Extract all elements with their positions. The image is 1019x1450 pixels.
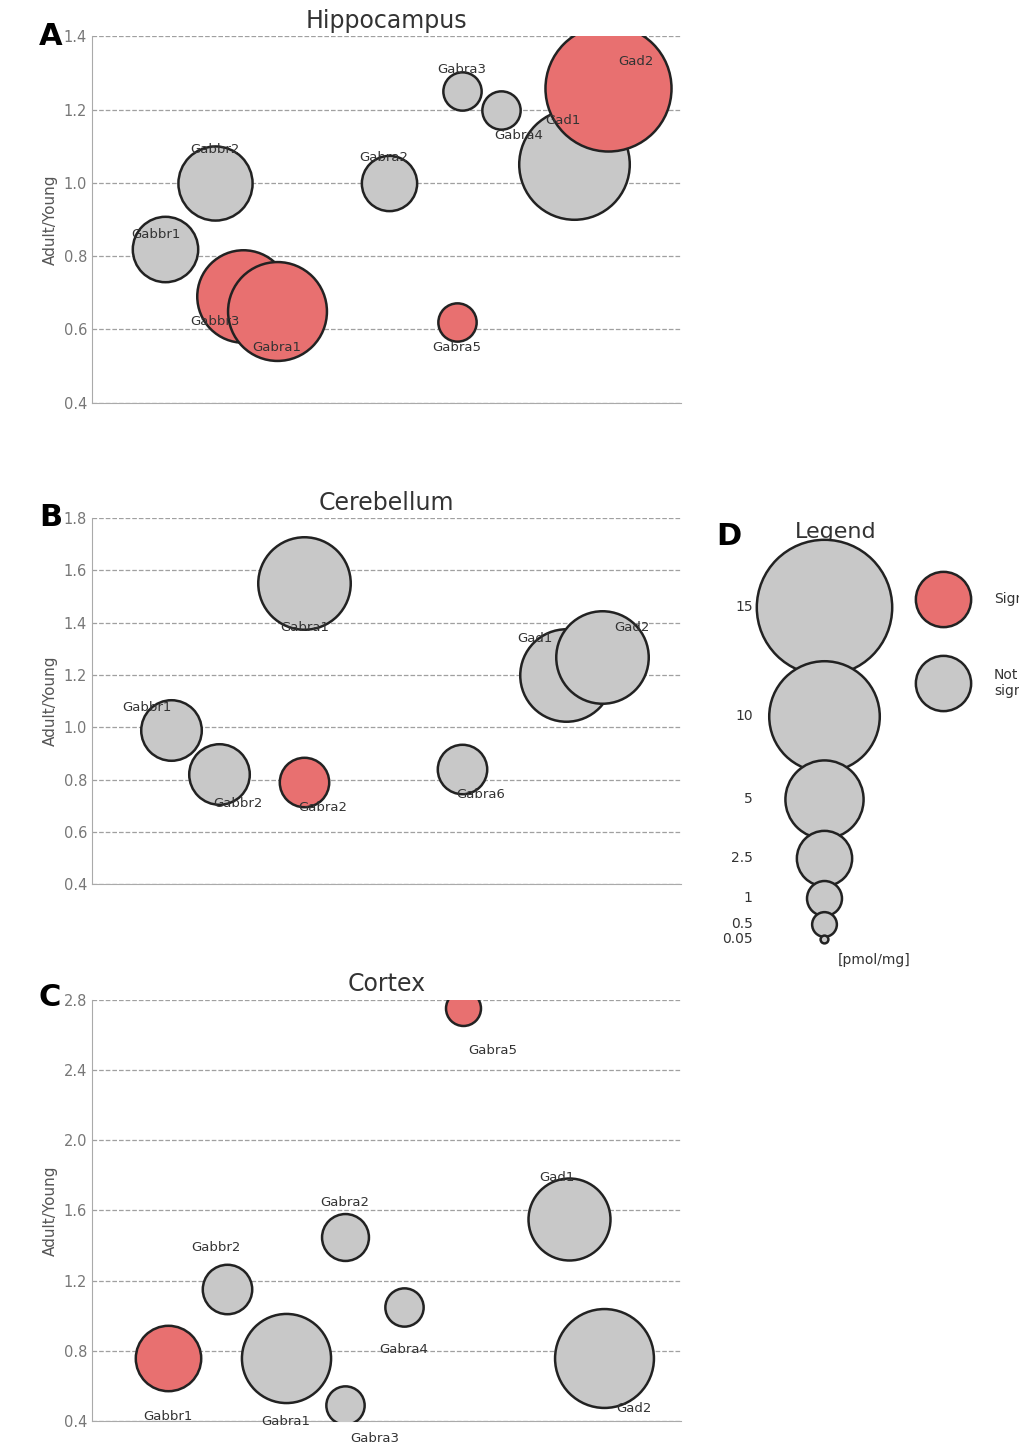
Text: Gabbr1: Gabbr1	[121, 702, 171, 715]
Point	[395, 1295, 412, 1318]
Text: Gabra2: Gabra2	[298, 802, 346, 815]
Text: C: C	[39, 983, 61, 1012]
Text: Gabra5: Gabra5	[432, 341, 481, 354]
Point	[560, 1208, 577, 1231]
Point	[336, 1393, 353, 1417]
Text: Gabra1: Gabra1	[262, 1415, 311, 1427]
Point	[160, 1346, 176, 1369]
Point	[381, 171, 397, 194]
Text: D: D	[715, 522, 741, 551]
Text: Gad2: Gad2	[618, 55, 653, 68]
Text: Significant: Significant	[993, 592, 1019, 606]
Text: Gabra1: Gabra1	[279, 621, 328, 634]
Text: Gabra1: Gabra1	[253, 341, 302, 354]
Text: Not
significant: Not significant	[993, 668, 1019, 697]
Text: Gabbr2: Gabbr2	[191, 144, 239, 157]
Text: 1: 1	[743, 890, 752, 905]
Text: 0.05: 0.05	[721, 931, 752, 945]
Text: 10: 10	[735, 709, 752, 722]
Point	[278, 1346, 294, 1369]
Text: A: A	[39, 22, 62, 51]
Text: Gabbr1: Gabbr1	[144, 1411, 193, 1424]
Text: Gad1: Gad1	[539, 1170, 575, 1183]
Point	[162, 718, 178, 741]
Point	[269, 299, 285, 322]
Point	[219, 1277, 235, 1301]
Point	[211, 763, 227, 786]
Point	[556, 664, 573, 687]
Text: Gabbr2: Gabbr2	[213, 798, 262, 811]
Text: Gabbr3: Gabbr3	[191, 316, 239, 329]
Point	[566, 152, 582, 175]
Text: Gabbr2: Gabbr2	[191, 1241, 240, 1254]
Point	[593, 645, 609, 668]
Point	[296, 770, 312, 793]
Point	[296, 571, 312, 594]
Y-axis label: Adult/Young: Adult/Young	[43, 1166, 58, 1256]
Text: 5: 5	[743, 792, 752, 806]
Point	[493, 99, 510, 122]
Text: Legend: Legend	[795, 522, 876, 542]
Point	[596, 1346, 612, 1369]
Text: Gabra5: Gabra5	[468, 1044, 517, 1057]
Point	[207, 171, 223, 194]
Text: 0.5: 0.5	[731, 918, 752, 931]
Title: Cortex: Cortex	[347, 973, 425, 996]
Text: Gabra3: Gabra3	[437, 62, 486, 75]
Point	[453, 757, 470, 780]
Text: Gabra6: Gabra6	[455, 789, 504, 802]
Title: Cerebellum: Cerebellum	[318, 490, 453, 515]
Text: 2.5: 2.5	[731, 851, 752, 866]
Text: B: B	[39, 503, 62, 532]
Point	[235, 284, 252, 307]
Point	[454, 998, 471, 1021]
Text: Gabra2: Gabra2	[359, 151, 408, 164]
Text: Gabra3: Gabra3	[350, 1433, 398, 1446]
Text: 15: 15	[735, 600, 752, 615]
Point	[453, 80, 470, 103]
Y-axis label: Adult/Young: Adult/Young	[43, 174, 58, 265]
Text: Gabbr1: Gabbr1	[131, 228, 180, 241]
Point	[157, 238, 173, 261]
Text: Gad2: Gad2	[615, 1402, 651, 1415]
Text: [pmol/mg]: [pmol/mg]	[837, 953, 910, 967]
Text: Gad1: Gad1	[517, 632, 552, 645]
Point	[599, 75, 615, 99]
Text: Gabra2: Gabra2	[320, 1196, 369, 1209]
Text: Gabra4: Gabra4	[379, 1343, 428, 1356]
Title: Hippocampus: Hippocampus	[306, 9, 467, 33]
Text: Gabra4: Gabra4	[493, 129, 542, 142]
Text: Gad1: Gad1	[545, 115, 580, 128]
Point	[448, 310, 465, 334]
Y-axis label: Adult/Young: Adult/Young	[43, 655, 58, 747]
Text: Gad2: Gad2	[614, 621, 649, 634]
Point	[336, 1225, 353, 1248]
